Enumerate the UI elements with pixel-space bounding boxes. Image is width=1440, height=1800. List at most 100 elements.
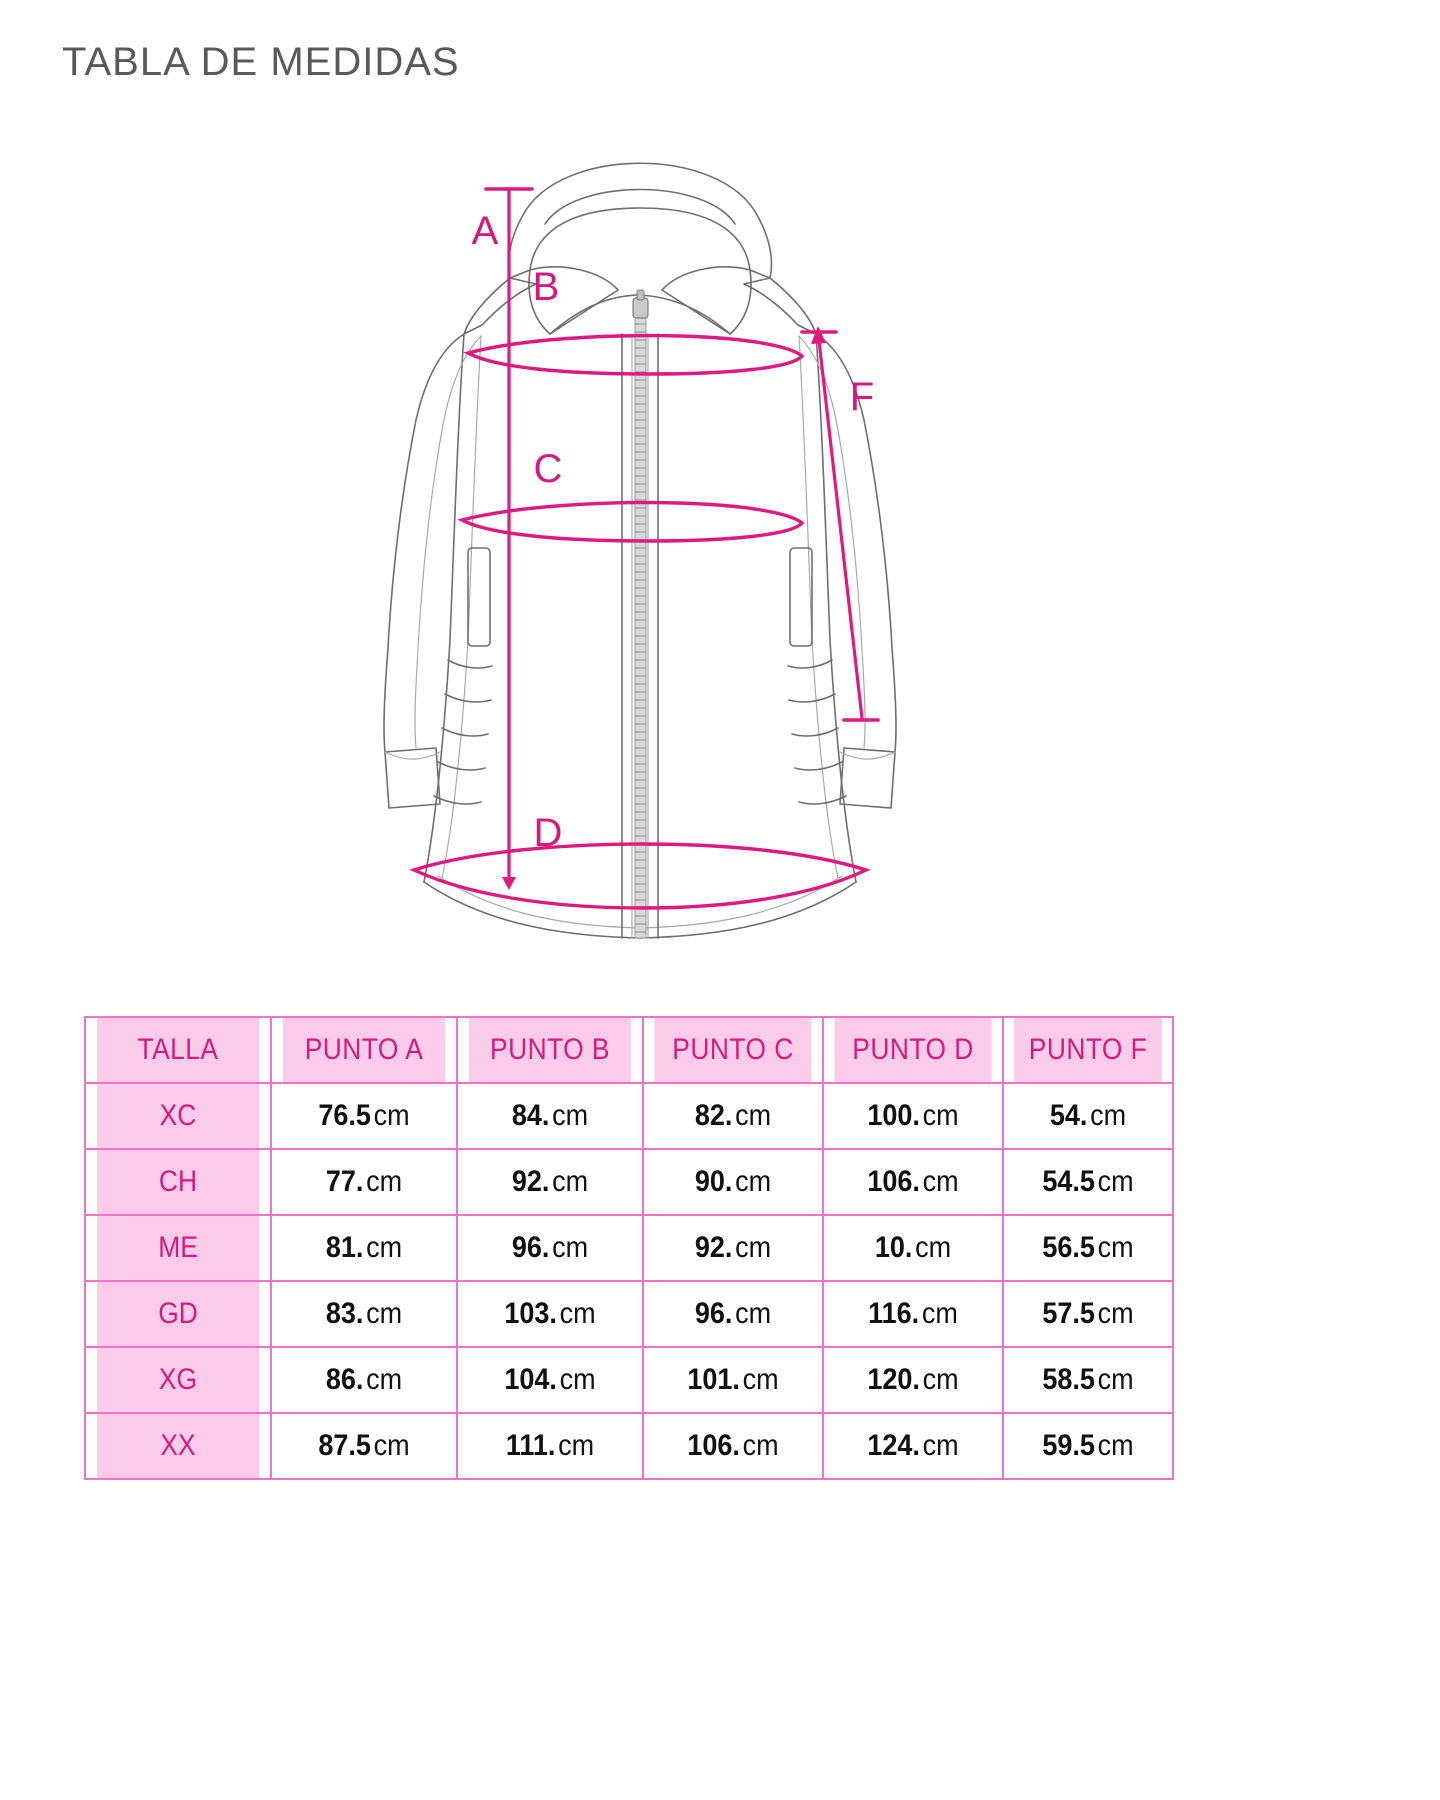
cell-punto-a: 86.cm xyxy=(279,1346,449,1414)
table-header-row: TALLA PUNTO A PUNTO B PUNTO C PUNTO D PU… xyxy=(85,1016,1173,1084)
cell-punto-c: 82.cm xyxy=(651,1082,815,1150)
column-header-punto-f: PUNTO F xyxy=(1012,1016,1164,1084)
dim-label-b: B xyxy=(533,265,560,309)
value-unit: cm xyxy=(366,1297,403,1330)
cell-punto-d: 100.cm xyxy=(831,1082,995,1150)
cell-punto-d: 124.cm xyxy=(831,1412,995,1480)
cell-punto-d: 120.cm xyxy=(831,1346,995,1414)
value-unit: cm xyxy=(1097,1429,1134,1462)
cell-talla: XX xyxy=(95,1412,261,1480)
garment-diagram: A B C D F xyxy=(350,120,930,950)
cell-punto-b: 96.cm xyxy=(465,1214,635,1282)
value-unit: cm xyxy=(922,1099,959,1132)
value-number: 86. xyxy=(325,1363,364,1396)
value-unit: cm xyxy=(552,1099,589,1132)
column-header-talla: TALLA xyxy=(95,1016,261,1084)
cell-punto-a: 83.cm xyxy=(279,1280,449,1348)
cell-punto-c: 96.cm xyxy=(651,1280,815,1348)
dim-label-d: D xyxy=(534,811,563,855)
cell-talla: XC xyxy=(95,1082,261,1150)
cell-punto-c: 101.cm xyxy=(651,1346,815,1414)
value-number: 111. xyxy=(505,1429,556,1462)
value-unit: cm xyxy=(735,1099,772,1132)
cell-punto-f: 54.5cm xyxy=(1010,1148,1166,1216)
value-number: 96. xyxy=(694,1297,733,1330)
table-row: XC 76.5cm 84.cm 82.cm 100.cm 54.cm xyxy=(85,1082,1173,1150)
value-number: 82. xyxy=(694,1099,733,1132)
value-unit: cm xyxy=(366,1231,403,1264)
table-row: GD 83.cm 103.cm 96.cm 116.cm 57.5cm xyxy=(85,1280,1173,1348)
value-unit: cm xyxy=(922,1363,959,1396)
value-number: 104. xyxy=(504,1363,557,1396)
cell-punto-d: 116.cm xyxy=(831,1280,995,1348)
cell-punto-b: 104.cm xyxy=(465,1346,635,1414)
cell-punto-b: 111.cm xyxy=(465,1412,635,1480)
value-number: 90. xyxy=(694,1165,733,1198)
value-unit: cm xyxy=(1097,1363,1134,1396)
cell-punto-c: 92.cm xyxy=(651,1214,815,1282)
cell-punto-f: 54.cm xyxy=(1010,1082,1166,1150)
value-number: 76.5 xyxy=(318,1099,371,1132)
cell-punto-b: 92.cm xyxy=(465,1148,635,1216)
value-number: 59.5 xyxy=(1042,1429,1095,1462)
value-number: 83. xyxy=(325,1297,364,1330)
value-unit: cm xyxy=(559,1363,596,1396)
cell-talla: CH xyxy=(95,1148,261,1216)
dim-label-a: A xyxy=(472,209,499,253)
value-unit: cm xyxy=(922,1165,959,1198)
cell-punto-a: 81.cm xyxy=(279,1214,449,1282)
dim-label-f: F xyxy=(850,375,874,419)
cell-punto-d: 10.cm xyxy=(831,1214,995,1282)
cell-talla: XG xyxy=(95,1346,261,1414)
value-unit: cm xyxy=(1097,1297,1134,1330)
value-unit: cm xyxy=(922,1429,959,1462)
value-unit: cm xyxy=(735,1231,772,1264)
table-row: CH 77.cm 92.cm 90.cm 106.cm 54.5cm xyxy=(85,1148,1173,1216)
value-number: 100. xyxy=(867,1099,920,1132)
value-unit: cm xyxy=(558,1429,595,1462)
column-header-punto-c: PUNTO C xyxy=(652,1016,814,1084)
value-unit: cm xyxy=(742,1363,779,1396)
value-unit: cm xyxy=(366,1165,403,1198)
table-row: XX 87.5cm 111.cm 106.cm 124.cm 59.5cm xyxy=(85,1412,1173,1480)
value-number: 58.5 xyxy=(1042,1363,1095,1396)
dim-label-c: C xyxy=(534,447,563,491)
value-number: 10. xyxy=(874,1231,913,1264)
value-number: 101. xyxy=(687,1363,740,1396)
value-number: 54.5 xyxy=(1042,1165,1095,1198)
value-number: 54. xyxy=(1049,1099,1088,1132)
value-unit: cm xyxy=(552,1165,589,1198)
column-header-punto-d: PUNTO D xyxy=(832,1016,994,1084)
size-table-container: TALLA PUNTO A PUNTO B PUNTO C PUNTO D PU… xyxy=(84,1016,1172,1480)
value-unit: cm xyxy=(1097,1165,1134,1198)
cell-punto-a: 77.cm xyxy=(279,1148,449,1216)
cell-talla: ME xyxy=(95,1214,261,1282)
value-unit: cm xyxy=(915,1231,952,1264)
value-number: 77. xyxy=(325,1165,364,1198)
value-number: 92. xyxy=(511,1165,550,1198)
value-number: 81. xyxy=(325,1231,364,1264)
value-unit: cm xyxy=(1090,1099,1127,1132)
value-number: 106. xyxy=(687,1429,740,1462)
cell-punto-c: 106.cm xyxy=(651,1412,815,1480)
value-number: 116. xyxy=(868,1297,920,1330)
column-header-punto-b: PUNTO B xyxy=(467,1016,633,1084)
value-number: 124. xyxy=(867,1429,920,1462)
value-unit: cm xyxy=(742,1429,779,1462)
value-number: 92. xyxy=(694,1231,733,1264)
value-unit: cm xyxy=(366,1363,403,1396)
cell-punto-a: 76.5cm xyxy=(279,1082,449,1150)
cell-punto-f: 58.5cm xyxy=(1010,1346,1166,1414)
value-number: 56.5 xyxy=(1042,1231,1095,1264)
cell-punto-f: 56.5cm xyxy=(1010,1214,1166,1282)
cell-punto-a: 87.5cm xyxy=(279,1412,449,1480)
cell-punto-f: 57.5cm xyxy=(1010,1280,1166,1348)
value-number: 106. xyxy=(867,1165,920,1198)
value-unit: cm xyxy=(735,1165,772,1198)
zipper xyxy=(632,289,649,939)
value-unit: cm xyxy=(1097,1231,1134,1264)
cell-punto-b: 84.cm xyxy=(465,1082,635,1150)
value-number: 87.5 xyxy=(318,1429,371,1462)
cell-punto-b: 103.cm xyxy=(465,1280,635,1348)
